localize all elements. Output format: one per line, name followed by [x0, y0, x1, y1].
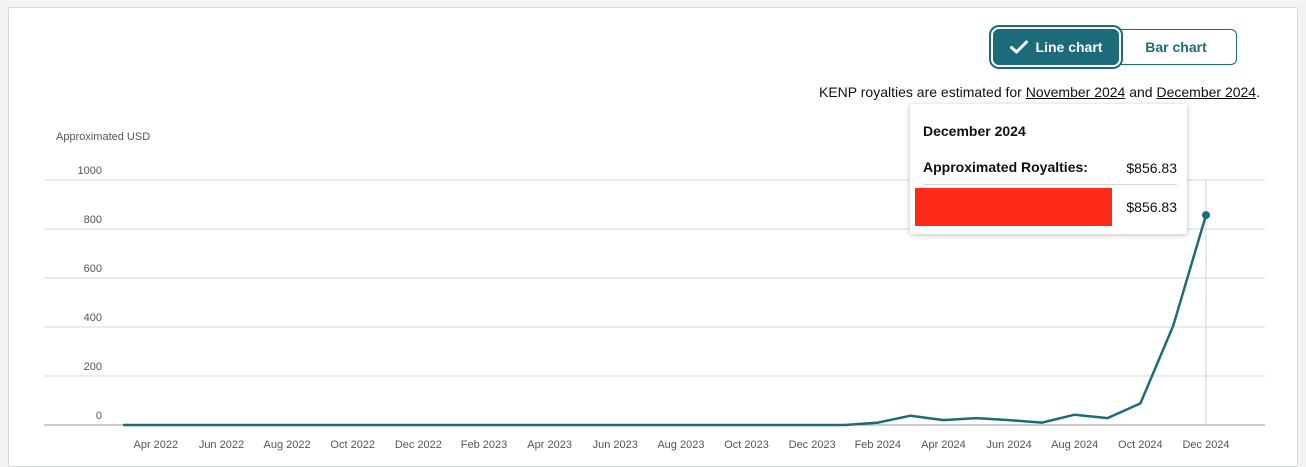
x-tick-label: Aug 2023 — [657, 439, 704, 451]
line-chart-label: Line chart — [1035, 39, 1103, 55]
x-tick-label: Oct 2022 — [330, 439, 375, 451]
x-tick-label: Apr 2023 — [527, 439, 572, 451]
checkmark-icon — [1009, 40, 1028, 54]
y-tick-label: 200 — [84, 361, 102, 373]
y-tick-label: 0 — [96, 410, 102, 422]
tooltip-total: $856.83 — [1126, 160, 1177, 176]
november-2024-link[interactable]: November 2024 — [1025, 84, 1126, 100]
line-chart-button[interactable]: Line chart — [993, 29, 1119, 65]
tooltip-row-value: $856.83 — [1126, 199, 1177, 215]
note-suffix: . — [1256, 84, 1260, 100]
y-tick-label: 600 — [84, 263, 102, 275]
series-line — [123, 214, 1208, 427]
tooltip-title: December 2024 — [923, 123, 1026, 139]
x-tick-label: Feb 2024 — [855, 439, 901, 451]
highlight-point[interactable] — [1202, 211, 1210, 220]
note-prefix: KENP royalties are estimated for — [819, 84, 1026, 100]
bar-chart-label: Bar chart — [1145, 39, 1207, 55]
tooltip-divider — [923, 184, 1177, 185]
royalties-card — [8, 7, 1298, 467]
x-tick-label: Oct 2024 — [1118, 439, 1163, 451]
chart-type-toggle: Line chart Bar chart — [993, 29, 1237, 65]
x-tick-label: Jun 2022 — [199, 439, 244, 451]
bar-chart-button[interactable]: Bar chart — [1115, 29, 1237, 65]
redacted-box — [915, 188, 1112, 226]
x-tick-label: Dec 2022 — [395, 439, 442, 451]
estimate-note: KENP royalties are estimated for Novembe… — [819, 84, 1260, 100]
x-tick-label: Feb 2023 — [461, 439, 507, 451]
y-tick-label: 800 — [84, 214, 102, 226]
y-tick-labels: 0 200 400 600 800 1000 — [78, 165, 102, 422]
december-2024-link[interactable]: December 2024 — [1156, 84, 1257, 100]
tooltip-label: Approximated Royalties: — [923, 159, 1088, 175]
x-tick-label: Apr 2022 — [133, 439, 178, 451]
note-joiner: and — [1125, 84, 1157, 100]
y-axis-label: Approximated USD — [56, 131, 150, 143]
x-tick-labels: Apr 2022 Jun 2022 Aug 2022 Oct 2022 Dec 2022… — [133, 439, 1229, 451]
x-tick-label: Aug 2022 — [264, 439, 311, 451]
tooltip: December 2024 Approximated Royalties: $8… — [910, 104, 1187, 234]
x-tick-label: Dec 2024 — [1182, 439, 1229, 451]
y-tick-label: 400 — [84, 312, 102, 324]
y-tick-label: 1000 — [78, 165, 102, 177]
x-tick-label: Dec 2023 — [789, 439, 836, 451]
x-tick-label: Apr 2024 — [921, 439, 966, 451]
x-tick-label: Oct 2023 — [724, 439, 769, 451]
x-tick-label: Jun 2023 — [593, 439, 638, 451]
royalties-line-chart: Approximated USD 0 200 400 600 800 1000 Apr 2… — [44, 131, 1265, 451]
x-tick-label: Jun 2024 — [986, 439, 1031, 451]
x-tick-label: Aug 2024 — [1051, 439, 1098, 451]
